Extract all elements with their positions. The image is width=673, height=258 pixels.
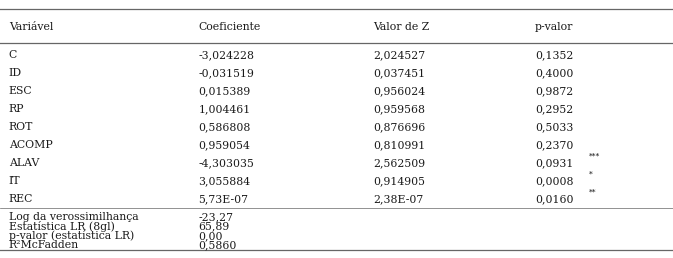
Text: 0,0160: 0,0160	[535, 194, 573, 204]
Text: ID: ID	[9, 68, 22, 78]
Text: *: *	[589, 170, 593, 178]
Text: C: C	[9, 50, 17, 60]
Text: ROT: ROT	[9, 122, 33, 132]
Text: IT: IT	[9, 176, 20, 186]
Text: -4,303035: -4,303035	[199, 158, 254, 168]
Text: 0,0931: 0,0931	[535, 158, 573, 168]
Text: Log da verossimilhança: Log da verossimilhança	[9, 212, 139, 222]
Text: 0,0008: 0,0008	[535, 176, 573, 186]
Text: ***: ***	[589, 152, 600, 160]
Text: REC: REC	[9, 194, 33, 204]
Text: **: **	[589, 188, 596, 196]
Text: 0,015389: 0,015389	[199, 86, 251, 96]
Text: 0,00: 0,00	[199, 231, 223, 241]
Text: 0,1352: 0,1352	[535, 50, 573, 60]
Text: ACOMP: ACOMP	[9, 140, 52, 150]
Text: 0,914905: 0,914905	[374, 176, 425, 186]
Text: 0,959568: 0,959568	[374, 104, 425, 114]
Text: Estatística LR (8gl): Estatística LR (8gl)	[9, 221, 114, 232]
Text: R²McFadden: R²McFadden	[9, 240, 79, 251]
Text: 0,2370: 0,2370	[535, 140, 573, 150]
Text: 3,055884: 3,055884	[199, 176, 250, 186]
Text: -23,27: -23,27	[199, 212, 234, 222]
Text: Variável: Variável	[9, 22, 53, 32]
Text: Valor de Z: Valor de Z	[374, 22, 430, 32]
Text: -3,024228: -3,024228	[199, 50, 254, 60]
Text: RP: RP	[9, 104, 24, 114]
Text: ESC: ESC	[9, 86, 32, 96]
Text: 65,89: 65,89	[199, 221, 229, 231]
Text: 0,5860: 0,5860	[199, 240, 237, 251]
Text: p-valor (estatística LR): p-valor (estatística LR)	[9, 230, 134, 241]
Text: 5,73E-07: 5,73E-07	[199, 194, 248, 204]
Text: 0,4000: 0,4000	[535, 68, 573, 78]
Text: -0,031519: -0,031519	[199, 68, 254, 78]
Text: 1,004461: 1,004461	[199, 104, 251, 114]
Text: p-valor: p-valor	[535, 22, 573, 32]
Text: 0,810991: 0,810991	[374, 140, 426, 150]
Text: 0,5033: 0,5033	[535, 122, 573, 132]
Text: 0,959054: 0,959054	[199, 140, 250, 150]
Text: ALAV: ALAV	[9, 158, 39, 168]
Text: 0,956024: 0,956024	[374, 86, 425, 96]
Text: 2,562509: 2,562509	[374, 158, 425, 168]
Text: 0,9872: 0,9872	[535, 86, 573, 96]
Text: 0,037451: 0,037451	[374, 68, 425, 78]
Text: 2,024527: 2,024527	[374, 50, 425, 60]
Text: 0,876696: 0,876696	[374, 122, 426, 132]
Text: Coeficiente: Coeficiente	[199, 22, 260, 32]
Text: 0,586808: 0,586808	[199, 122, 251, 132]
Text: 2,38E-07: 2,38E-07	[374, 194, 424, 204]
Text: 0,2952: 0,2952	[535, 104, 573, 114]
